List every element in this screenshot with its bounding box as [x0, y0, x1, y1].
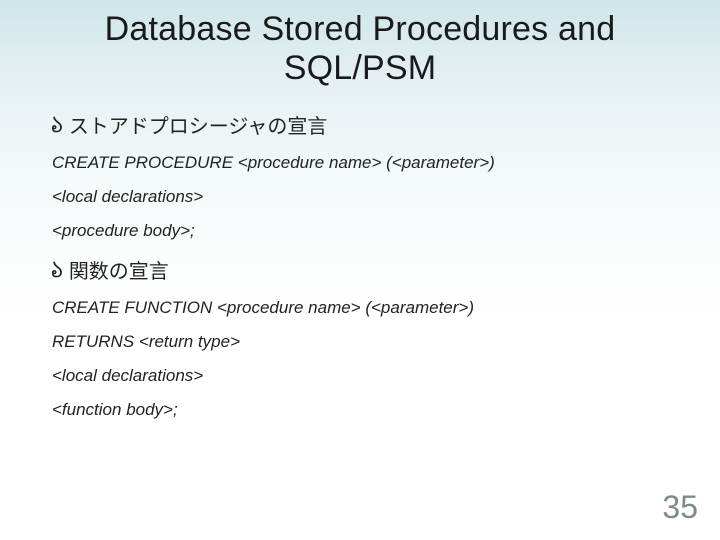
code-returns: RETURNS <return type>: [50, 332, 680, 352]
code-func-body: <function body>;: [50, 400, 680, 420]
slide-content: ໒ ストアドプロシージャの宣言 CREATE PROCEDURE <proced…: [40, 110, 680, 420]
swirl-icon: ໒: [50, 115, 63, 135]
slide-title: Database Stored Procedures and SQL/PSM: [40, 10, 680, 88]
page-number: 35: [662, 489, 698, 526]
code-create-function: CREATE FUNCTION <procedure name> (<param…: [50, 298, 680, 318]
bullet-function-text: 関数の宣言: [69, 255, 169, 284]
slide: Database Stored Procedures and SQL/PSM ໒…: [0, 0, 720, 540]
code-proc-body: <procedure body>;: [50, 221, 680, 241]
code-local-decl-2: <local declarations>: [50, 366, 680, 386]
bullet-stored-proc-text: ストアドプロシージャの宣言: [69, 110, 328, 139]
bullet-stored-proc: ໒ ストアドプロシージャの宣言: [50, 110, 680, 139]
swirl-icon: ໒: [50, 260, 63, 280]
bullet-function: ໒ 関数の宣言: [50, 255, 680, 284]
code-local-decl-1: <local declarations>: [50, 187, 680, 207]
code-create-procedure: CREATE PROCEDURE <procedure name> (<para…: [50, 153, 680, 173]
